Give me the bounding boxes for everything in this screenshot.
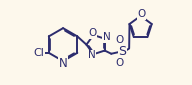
Text: O: O	[137, 9, 145, 19]
Text: N: N	[103, 32, 110, 42]
Text: N: N	[88, 50, 95, 61]
Text: N: N	[59, 57, 67, 70]
Text: O: O	[115, 35, 123, 45]
Text: O: O	[115, 58, 123, 68]
Text: O: O	[89, 28, 97, 38]
Text: S: S	[119, 45, 127, 58]
Text: Cl: Cl	[33, 48, 44, 58]
